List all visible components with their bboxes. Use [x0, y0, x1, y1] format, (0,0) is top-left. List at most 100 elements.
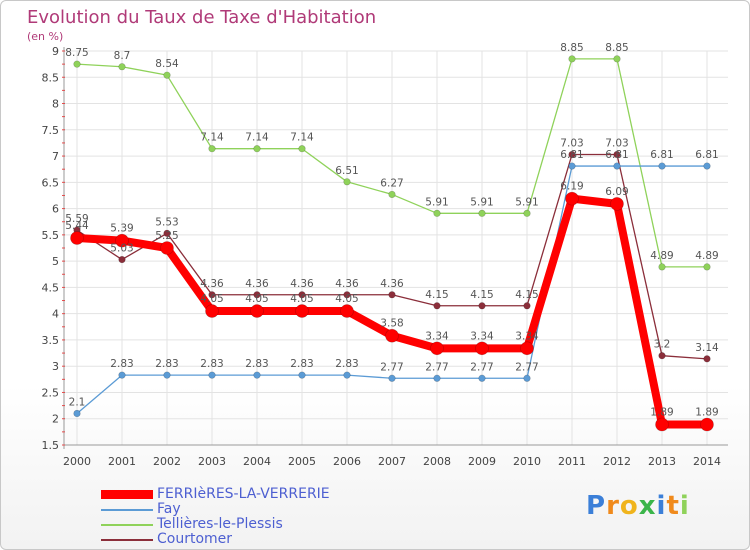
data-label: 8.75 [65, 47, 88, 59]
data-label: 7.14 [245, 132, 269, 144]
data-label: 1.89 [650, 407, 673, 419]
data-label: 5.91 [515, 196, 538, 208]
x-tick-label: 2012 [603, 455, 631, 468]
legend-swatch-ferrieres [101, 490, 153, 499]
data-label: 5.91 [470, 196, 493, 208]
data-point [523, 302, 531, 310]
data-point [385, 328, 399, 343]
legend: FERRIèRES-LA-VERRERIE Fay Tellières-le-P… [101, 487, 330, 547]
y-tick-label: 9 [52, 45, 59, 58]
data-label: 4.36 [200, 278, 224, 290]
logo-letter: i [679, 491, 690, 521]
y-tick-label: 7 [52, 150, 59, 163]
data-point [163, 229, 171, 237]
x-tick-label: 2002 [153, 455, 181, 468]
data-label: 5.44 [65, 220, 89, 232]
data-label: 6.81 [650, 149, 673, 161]
data-label: 8.85 [560, 42, 583, 54]
data-point [703, 263, 711, 271]
data-point [298, 291, 306, 299]
data-point [655, 417, 669, 432]
data-label: 4.15 [470, 289, 493, 301]
data-label: 2.1 [69, 396, 86, 408]
data-label: 2.83 [110, 358, 133, 370]
data-point [340, 304, 354, 318]
data-label: 4.15 [425, 289, 448, 301]
data-point [115, 233, 129, 248]
data-label: 1.89 [695, 407, 718, 419]
data-label: 7.14 [290, 132, 314, 144]
data-label: 3.34 [470, 330, 494, 342]
data-label: 6.09 [605, 186, 628, 198]
data-label: 4.36 [335, 278, 359, 290]
data-label: 2.77 [515, 361, 538, 373]
data-point [610, 197, 624, 211]
legend-swatch-tellieres [101, 523, 153, 526]
x-tick-label: 2008 [423, 455, 451, 468]
data-point [253, 371, 261, 379]
data-point [613, 162, 621, 170]
data-label: 6.81 [605, 149, 628, 161]
legend-label-courtomer: Courtomer [157, 531, 233, 547]
data-point [613, 150, 621, 159]
data-point [700, 417, 714, 432]
data-point [253, 145, 261, 153]
data-point [118, 371, 126, 379]
data-label: 8.85 [605, 42, 628, 54]
data-label: 4.89 [695, 250, 718, 262]
data-point [343, 291, 351, 299]
data-point [298, 145, 306, 153]
data-label: 7.03 [560, 137, 583, 149]
data-label: 6.81 [560, 149, 583, 161]
data-point [160, 241, 174, 255]
data-label: 5.25 [155, 230, 178, 242]
x-tick-label: 2004 [243, 455, 271, 468]
data-label: 2.83 [335, 358, 358, 370]
data-label: 2.83 [155, 358, 178, 370]
data-label: 6.51 [335, 165, 358, 177]
data-point [523, 374, 531, 382]
data-point [205, 304, 219, 318]
data-point [433, 302, 441, 310]
data-label: 5.03 [110, 243, 133, 255]
y-tick-label: 3.5 [42, 334, 60, 347]
y-tick-label: 7.5 [42, 124, 60, 137]
legend-swatch-fay [101, 508, 153, 511]
data-label: 4.15 [515, 289, 538, 301]
data-label: 4.05 [290, 293, 313, 305]
chart-subtitle: (en %) [27, 30, 64, 43]
data-point [295, 304, 309, 318]
y-tick-label: 4 [52, 308, 59, 321]
data-label: 4.36 [290, 278, 314, 290]
data-point [475, 341, 489, 356]
legend-item-courtomer: Courtomer [101, 532, 330, 547]
line-chart: 1.5 2 2.5 3 3.5 4 4.5 5 5.5 6 6.5 7 7.5 8 8.5 9 2000 2001… [42, 42, 728, 468]
x-tick-label: 2013 [648, 455, 676, 468]
x-tick-label: 2005 [288, 455, 316, 468]
y-tick-label: 2 [52, 413, 59, 426]
data-point [388, 374, 396, 382]
data-label: 2.83 [200, 358, 223, 370]
data-point [433, 209, 441, 217]
data-point [118, 255, 126, 264]
data-point [568, 150, 576, 159]
data-label: 6.19 [560, 181, 583, 193]
x-tick-label: 2001 [108, 455, 136, 468]
data-label: 5.53 [155, 216, 178, 228]
x-tick-label: 2006 [333, 455, 361, 468]
legend-item-fay: Fay [101, 502, 330, 517]
y-tick-label: 3 [52, 360, 59, 373]
logo-letter: o [619, 491, 639, 521]
legend-label-fay: Fay [157, 501, 181, 517]
data-point [703, 162, 711, 170]
data-point [565, 191, 579, 206]
x-tick-label: 2014 [693, 455, 721, 468]
data-label: 2.77 [380, 361, 403, 373]
data-point [658, 352, 666, 360]
x-tick-label: 2007 [378, 455, 406, 468]
data-point [163, 371, 171, 379]
data-label: 4.05 [335, 293, 358, 305]
data-point [163, 71, 171, 79]
legend-label-ferrieres: FERRIèRES-LA-VERRERIE [157, 486, 330, 502]
data-point [388, 291, 396, 299]
